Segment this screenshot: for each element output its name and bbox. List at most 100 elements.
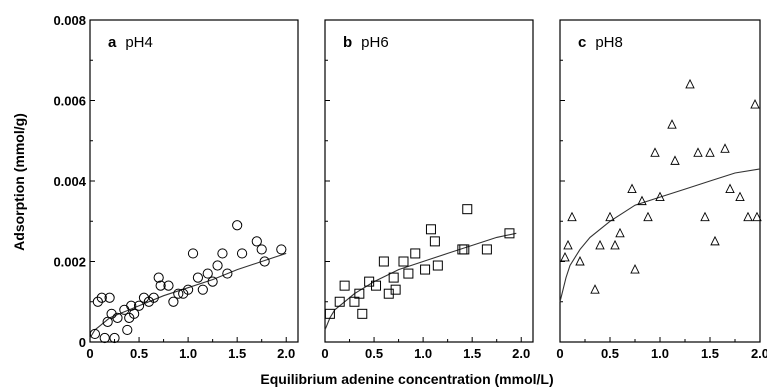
data-point — [217, 248, 228, 259]
data-point — [96, 292, 107, 303]
data-point — [429, 236, 440, 247]
data-point — [92, 296, 103, 307]
x-tick-label: 1.5 — [701, 346, 719, 361]
data-point — [202, 268, 213, 279]
data-point — [236, 248, 248, 259]
y-tick-label: 0.006 — [53, 94, 86, 109]
data-point — [710, 235, 720, 246]
y-tick-label: 0.004 — [53, 174, 86, 189]
data-point — [357, 308, 368, 319]
panel-c: 0 0.5 1.0 1.5 2.0 c pH8 — [556, 19, 767, 361]
data-point — [685, 78, 695, 89]
data-point — [232, 220, 243, 231]
data-point — [560, 251, 570, 262]
y-tick-label: 0.002 — [53, 255, 86, 270]
data-point — [119, 304, 130, 315]
data-point — [212, 260, 223, 271]
data-point — [153, 272, 164, 283]
x-tick-label: 0 — [321, 346, 328, 361]
data-point — [425, 224, 436, 235]
data-point — [643, 211, 653, 222]
data-point — [388, 272, 399, 283]
data-point — [459, 244, 470, 255]
x-tick-label: 2.0 — [277, 346, 295, 361]
x-tick-label: 1.5 — [228, 346, 246, 361]
x-tick-label: 1.0 — [414, 346, 432, 361]
data-point — [276, 244, 287, 255]
data-point — [112, 312, 123, 323]
panel-frame — [324, 19, 534, 343]
data-point — [462, 204, 473, 215]
y-axis-title: Adsorption (mmol/g) — [11, 113, 27, 251]
data-point — [670, 155, 680, 165]
data-point — [197, 284, 208, 295]
data-point — [192, 272, 204, 283]
data-point — [256, 244, 267, 255]
fit-curve — [324, 232, 517, 331]
data-point — [183, 284, 194, 295]
data-point — [637, 195, 647, 206]
data-point — [354, 288, 365, 299]
y-tick-label: 0 — [79, 335, 86, 350]
data-point — [334, 296, 345, 307]
data-point — [339, 280, 350, 291]
data-point — [102, 316, 113, 327]
data-point — [207, 276, 218, 287]
panel-ph-label: pH6 — [361, 34, 389, 51]
panel-ph-label: pH8 — [595, 34, 623, 51]
data-point — [222, 268, 233, 279]
data-point — [720, 143, 730, 153]
data-point — [259, 256, 270, 267]
data-point — [650, 147, 660, 157]
data-point — [187, 248, 199, 259]
x-tick-label: 1.0 — [651, 346, 669, 361]
panel-b: 0 0.5 1.0 1.5 2.0 b pH6 — [321, 19, 534, 361]
data-point — [605, 211, 615, 222]
data-point — [615, 227, 625, 238]
data-point — [89, 328, 101, 340]
panels: 0 0.5 1.0 1.5 2.0 0 0.002 0.004 0.006 0.008 a pH4 0 0… — [53, 13, 767, 361]
data-point — [725, 183, 735, 194]
panel-ph-label: pH4 — [125, 34, 153, 51]
data-point — [630, 264, 640, 274]
data-point — [735, 191, 745, 202]
data-point — [133, 300, 145, 311]
data-point — [371, 280, 382, 291]
x-tick-label: 0.5 — [365, 346, 383, 361]
panel-letter: c — [578, 34, 586, 51]
data-point — [504, 228, 515, 239]
data-point — [705, 147, 715, 157]
data-point — [390, 284, 401, 295]
panel-frame — [559, 19, 761, 343]
data-point — [104, 292, 115, 303]
data-point — [655, 191, 665, 202]
data-point — [693, 147, 703, 157]
data-point — [403, 268, 414, 279]
data-point — [155, 280, 166, 291]
data-point — [610, 239, 620, 250]
data-point — [99, 332, 110, 344]
panel-letter: a — [108, 34, 117, 51]
x-tick-label: 0.5 — [601, 346, 619, 361]
data-point — [324, 308, 335, 319]
data-point — [398, 256, 409, 267]
data-point — [750, 99, 760, 109]
panel-label: c pH8 — [578, 34, 623, 51]
data-point — [481, 244, 492, 255]
data-point — [752, 211, 762, 222]
data-point — [667, 119, 677, 129]
data-point — [567, 211, 577, 222]
data-point — [627, 183, 637, 194]
data-point — [432, 260, 443, 271]
data-point — [168, 296, 179, 307]
data-point — [173, 288, 184, 299]
panel-label: b pH6 — [343, 34, 389, 51]
y-tick-label: 0.008 — [53, 13, 86, 28]
panel-label: a pH4 — [108, 34, 153, 51]
data-point — [420, 264, 431, 275]
data-point — [251, 236, 262, 247]
data-point — [148, 292, 159, 303]
x-tick-label: 0 — [86, 346, 93, 361]
x-tick-label: 2.0 — [751, 346, 767, 361]
